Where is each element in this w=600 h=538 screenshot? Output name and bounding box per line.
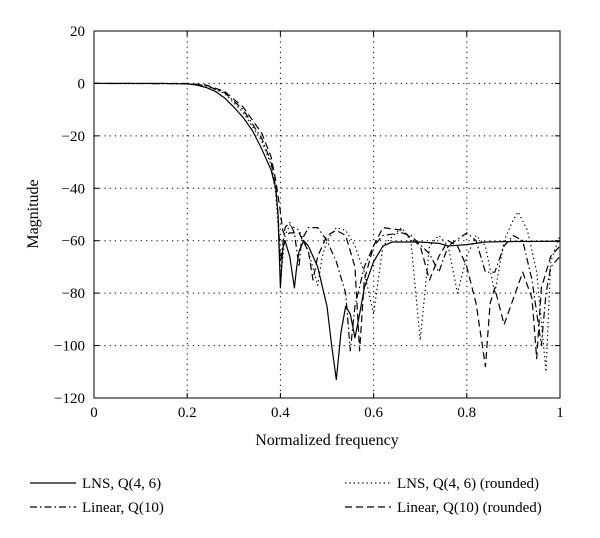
y-tick-label: −40 [62,181,85,197]
series-line-lns-q-4-6-rounded [93,82,561,373]
y-tick-label: 20 [70,24,85,40]
y-tick-label: −100 [54,339,85,355]
x-tick-label: 0.2 [178,405,197,421]
series-line-lns-q-4-6 [94,82,561,381]
x-tick-label: 0 [90,405,98,421]
legend: LNS, Q(4, 6) Linear, Q(10) LNS, Q(4, 6) (r… [30,476,542,516]
y-tick-label: −60 [62,234,85,250]
x-tick-label: 0.8 [457,405,476,421]
series-lines [93,82,561,381]
legend-label: Linear, Q(10) (rounded) [397,500,542,516]
plot-area-frame [93,30,561,399]
y-axis-label: Magnitude [25,179,42,248]
legend-label: LNS, Q(4, 6) [82,476,161,492]
legend-label: LNS, Q(4, 6) (rounded) [397,476,539,492]
grid-lines [94,31,560,398]
y-tick-labels: 20 0 −20 −40 −60 −80 −100 −120 [54,24,85,407]
x-tick-label: 0.4 [271,405,290,421]
x-axis-label: Normalized frequency [255,432,398,449]
axis-ticks [93,30,561,399]
x-tick-label: 1 [556,405,564,421]
legend-label: Linear, Q(10) [82,500,164,516]
y-tick-label: −20 [62,129,85,145]
y-tick-label: 0 [78,76,86,92]
series-line-linear-q-10 [93,82,561,352]
y-tick-label: −120 [54,391,85,407]
x-tick-labels: 0 0.2 0.4 0.6 0.8 1 [90,405,564,421]
y-tick-label: −80 [62,286,85,302]
series-line-linear-q-10-rounded [94,82,561,368]
x-tick-label: 0.6 [364,405,383,421]
